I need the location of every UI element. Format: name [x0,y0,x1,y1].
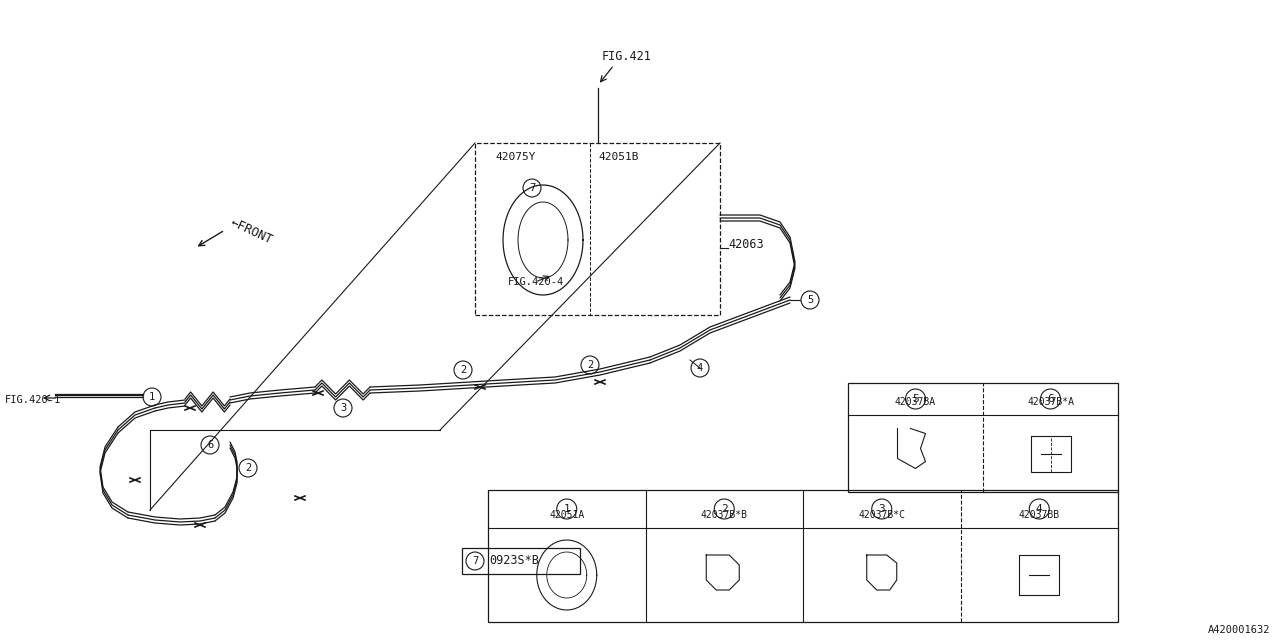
Text: 42037B*B: 42037B*B [700,510,748,520]
Text: 42051B: 42051B [598,152,639,162]
Bar [1030,435,1070,472]
Text: 2: 2 [460,365,466,375]
Text: FIG.420-4: FIG.420-4 [508,277,564,287]
Text: 1: 1 [148,392,155,402]
Bar [488,490,1117,622]
Text: 42063: 42063 [728,238,764,251]
Text: 4: 4 [1036,504,1043,514]
Text: 7: 7 [472,556,479,566]
Text: 42037B*A: 42037B*A [1027,397,1074,407]
Text: 2: 2 [586,360,593,370]
Text: 6: 6 [207,440,214,450]
Text: 0923S*B: 0923S*B [489,554,539,568]
Text: 42075Y: 42075Y [495,152,535,162]
Text: 5: 5 [913,394,919,404]
Bar [462,548,580,574]
Text: FIG.421: FIG.421 [602,50,652,63]
Text: A420001632: A420001632 [1207,625,1270,635]
Text: FIG.420-1: FIG.420-1 [5,395,61,405]
Text: 3: 3 [340,403,346,413]
Text: 42037B*C: 42037B*C [859,510,905,520]
Text: 5: 5 [806,295,813,305]
Text: 42037BB: 42037BB [1019,510,1060,520]
Bar [475,143,719,315]
Text: 3: 3 [878,504,886,514]
Text: 6: 6 [1047,394,1053,404]
Text: 42037BA: 42037BA [895,397,936,407]
Text: ←FRONT: ←FRONT [229,216,275,247]
Text: 1: 1 [563,504,570,514]
Text: 7: 7 [529,183,535,193]
Text: 42051A: 42051A [549,510,585,520]
Text: 2: 2 [244,463,251,473]
Text: 2: 2 [721,504,727,514]
Text: 4: 4 [696,363,703,373]
Bar [849,383,1117,492]
